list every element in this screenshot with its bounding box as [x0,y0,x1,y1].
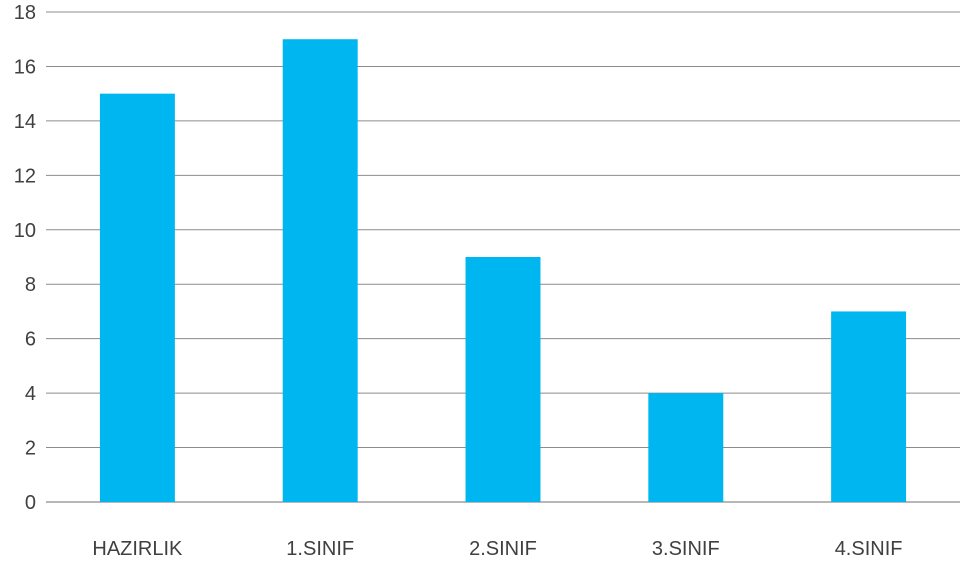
y-tick-label: 10 [14,220,36,242]
bar [648,393,724,502]
x-category-label: HAZIRLIK [92,538,183,560]
y-tick-label: 2 [25,438,36,460]
x-category-label: 3.SINIF [652,538,720,560]
y-axis-tick-labels: 0 2 4 6 8 10 12 14 16 18 [14,2,36,514]
y-tick-label: 16 [14,56,36,78]
y-tick-label: 12 [14,165,36,187]
x-category-label: 2.SINIF [469,538,537,560]
y-tick-label: 0 [25,492,36,514]
y-tick-label: 14 [14,111,36,133]
bar [465,257,541,502]
bar [99,93,175,503]
bars [99,39,907,503]
y-tick-label: 6 [25,329,36,351]
x-category-label: 1.SINIF [286,538,354,560]
y-tick-label: 18 [14,2,36,24]
x-category-label: 4.SINIF [835,538,903,560]
bar [831,311,907,502]
bar [282,39,358,502]
y-tick-label: 8 [25,274,36,296]
y-tick-label: 4 [25,383,36,405]
x-axis-category-labels: HAZIRLIK 1.SINIF 2.SINIF 3.SINIF 4.SINIF [92,538,902,560]
